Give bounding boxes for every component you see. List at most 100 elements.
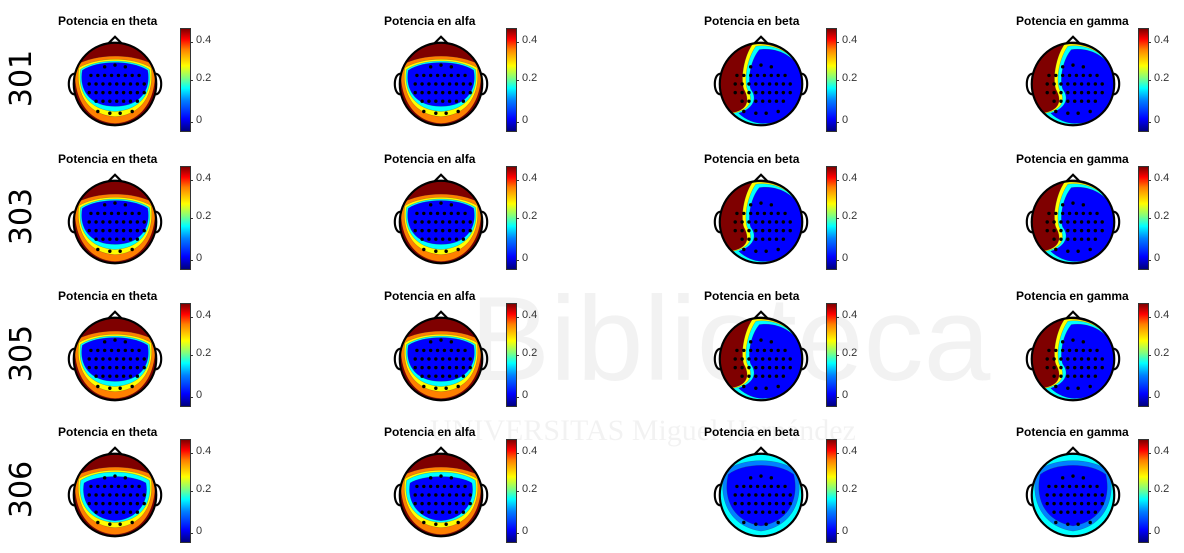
- electrode-dot: [115, 237, 119, 241]
- electrode-dot: [1088, 384, 1092, 389]
- right-ear: [155, 347, 163, 371]
- electrode-dot: [420, 501, 424, 506]
- colorbar-tick-mark: [190, 260, 193, 261]
- electrode-dot: [1066, 249, 1070, 253]
- electrode-dot: [102, 476, 107, 480]
- electrode-dot: [427, 374, 431, 378]
- left-ear: [713, 347, 721, 371]
- colorbar-tick-label: 0.2: [196, 347, 212, 359]
- electrode-dot: [783, 348, 787, 353]
- electrode-dot: [135, 365, 140, 370]
- topoplot-panel: Potencia en gamma 0.4 0.2 0: [1016, 14, 1184, 142]
- electrode-dot: [113, 201, 117, 205]
- electrode-dot: [137, 348, 141, 353]
- electrode-dot: [468, 228, 472, 233]
- colorbar-tick-label: 0.4: [196, 309, 212, 321]
- electrode-dot: [444, 522, 448, 526]
- electrode-dot: [1052, 374, 1056, 378]
- electrode-dot: [788, 365, 792, 370]
- electrode-dot: [454, 510, 459, 514]
- electrode-dot: [1073, 82, 1077, 86]
- colorbar-tick-label: 0.2: [842, 483, 858, 495]
- colorbar-tick-label: 0.2: [1154, 347, 1170, 359]
- electrode-dot: [776, 348, 780, 353]
- electrode-dot: [748, 348, 753, 353]
- colorbar-tick-mark: [190, 42, 193, 43]
- electrode-dot: [449, 348, 454, 353]
- electrode-dot: [447, 82, 452, 86]
- electrode-dot: [754, 510, 758, 514]
- electrode-dot: [420, 99, 424, 103]
- panel-title: Potencia en beta: [704, 152, 800, 166]
- colorbar-tick-label: 0: [522, 252, 529, 264]
- electrode-dot: [427, 228, 431, 233]
- topoplot-panel: Potencia en alfa 0.4 0.2 0: [384, 289, 559, 417]
- electrode-dot: [1100, 501, 1104, 506]
- electrode-dot: [101, 99, 105, 103]
- electrode-dot: [108, 522, 112, 526]
- electrode-dot: [767, 374, 772, 378]
- electrode-dot: [733, 357, 737, 361]
- scalp-topography: [1025, 446, 1121, 538]
- colorbar-tick-label: 0: [1154, 525, 1161, 537]
- electrode-dot: [774, 220, 779, 224]
- head-outline: [1030, 41, 1116, 127]
- electrode-dot: [1066, 493, 1070, 497]
- electrode-dot: [1076, 111, 1080, 115]
- electrode-dot: [1060, 484, 1065, 489]
- scalp-topography: [67, 35, 163, 127]
- electrode-dot: [1073, 510, 1077, 514]
- colorbar-tick-mark: [1148, 180, 1151, 181]
- electrode-dot: [96, 520, 100, 525]
- electrode-dot: [1093, 501, 1098, 506]
- electrode-dot: [733, 501, 737, 506]
- electrode-dot: [776, 384, 780, 389]
- scalp-topography: [1025, 35, 1121, 127]
- electrode-dot: [769, 73, 774, 78]
- electrode-dot: [420, 82, 424, 86]
- electrode-dot: [1086, 90, 1091, 95]
- electrode-dot: [128, 374, 133, 378]
- electrode-dot: [434, 510, 438, 514]
- electrode-dot: [415, 348, 419, 353]
- electrode-dot: [101, 365, 105, 370]
- electrode-dot: [1052, 90, 1056, 95]
- electrode-dot: [761, 90, 765, 95]
- electrode-dot: [740, 510, 744, 514]
- electrode-dot: [755, 211, 760, 216]
- colorbar-tick-label: 0.2: [522, 72, 538, 84]
- electrode-dot: [1100, 82, 1104, 86]
- electrode-dot: [735, 348, 739, 353]
- nose: [107, 173, 123, 183]
- electrode-dot: [108, 493, 112, 497]
- colorbar-tick-label: 0.2: [842, 210, 858, 222]
- electrode-dot: [774, 228, 779, 233]
- electrode-dot: [121, 228, 126, 233]
- electrode-dot: [747, 90, 751, 95]
- electrode-dot: [427, 493, 431, 497]
- electrode-dot: [442, 348, 447, 353]
- electrode-dot: [142, 90, 146, 95]
- electrode-dot: [769, 203, 774, 207]
- electrode-dot: [1059, 501, 1063, 506]
- electrode-dot: [1079, 510, 1084, 514]
- electrode-dot: [1093, 99, 1098, 103]
- electrode-dot: [764, 249, 768, 253]
- colorbar-tick-label: 0.4: [842, 445, 858, 457]
- electrode-dot: [121, 365, 126, 370]
- electrode-dot: [754, 365, 758, 370]
- electrode-dot: [108, 501, 112, 506]
- electrode-dot: [94, 99, 98, 103]
- electrode-dot: [101, 237, 105, 241]
- electrode-dot: [434, 220, 438, 224]
- colorbar-tick-label: 0.4: [842, 172, 858, 184]
- electrode-dot: [774, 237, 779, 241]
- right-ear: [801, 72, 809, 96]
- electrode-dot: [1052, 501, 1056, 506]
- electrode-dot: [108, 357, 112, 361]
- electrode-dot: [434, 111, 438, 115]
- nose: [433, 446, 449, 456]
- electrode-dot: [135, 510, 140, 514]
- electrode-dot: [788, 228, 792, 233]
- electrode-dot: [130, 247, 134, 252]
